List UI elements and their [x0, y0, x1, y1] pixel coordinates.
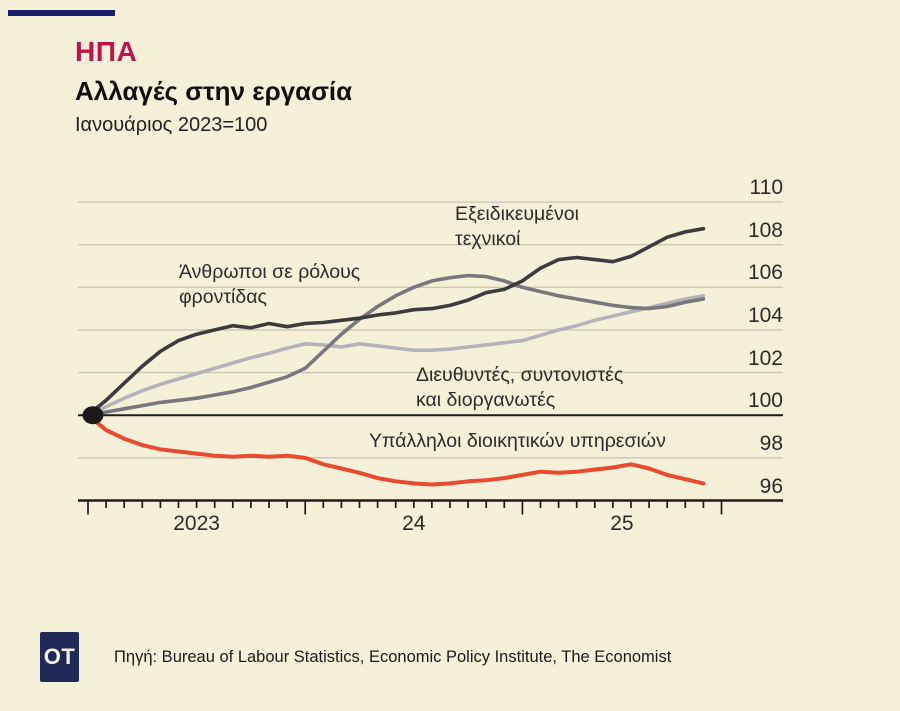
start-point-marker	[82, 406, 104, 425]
y-axis-label-104: 104	[747, 303, 783, 327]
y-axis-label-106: 106	[747, 261, 783, 285]
chart-subtitle: Ιανουάριος 2023=100	[75, 114, 268, 136]
series-label-technicians: Εξειδικευμένοι τεχνικοί	[455, 202, 579, 252]
x-axis-label-2023: 2023	[173, 512, 220, 535]
y-axis-label-110: 110	[749, 176, 783, 200]
series-label-admin: Υπάλληλοι διοικητικών υπηρεσιών	[369, 429, 666, 454]
series-line-1	[86, 273, 706, 418]
series-line-3	[86, 413, 706, 487]
source-note: Πηγή: Bureau of Labour Statistics, Econo…	[114, 648, 672, 666]
series-label-managers-line1: Διευθυντές, συντονιστές	[416, 364, 624, 386]
series-label-carers-line1: Άνθρωποι σε ρόλους	[179, 261, 361, 283]
ot-logo-text: OT	[43, 644, 76, 669]
y-axis-label-98: 98	[759, 431, 783, 455]
series-label-technicians-line1: Εξειδικευμένοι	[455, 203, 579, 225]
x-axis-label-25: 25	[610, 512, 634, 535]
brand-top-rule	[8, 10, 115, 16]
y-axis-label-96: 96	[759, 474, 783, 498]
y-axis-label-102: 102	[747, 346, 783, 370]
ot-logo: OT	[40, 632, 79, 682]
series-label-carers: Άνθρωποι σε ρόλους φροντίδας	[179, 260, 360, 310]
y-axis-label-108: 108	[747, 218, 783, 242]
chart-title: Αλλαγές στην εργασία	[75, 76, 353, 106]
series-label-technicians-line2: τεχνικοί	[455, 228, 521, 250]
y-axis-label-100: 100	[747, 389, 783, 413]
series-line-0	[86, 293, 706, 418]
series-label-managers-line2: και διοργανωτές	[416, 389, 556, 411]
series-label-managers: Διευθυντές, συντονιστές και διοργανωτές	[416, 363, 623, 413]
series-label-admin-line1: Υπάλληλοι διοικητικών υπηρεσιών	[369, 430, 666, 452]
country-tag: ΗΠΑ	[75, 36, 138, 67]
series-line-2	[86, 226, 706, 418]
series-label-carers-line2: φροντίδας	[179, 286, 267, 308]
x-axis-label-24: 24	[402, 512, 426, 535]
